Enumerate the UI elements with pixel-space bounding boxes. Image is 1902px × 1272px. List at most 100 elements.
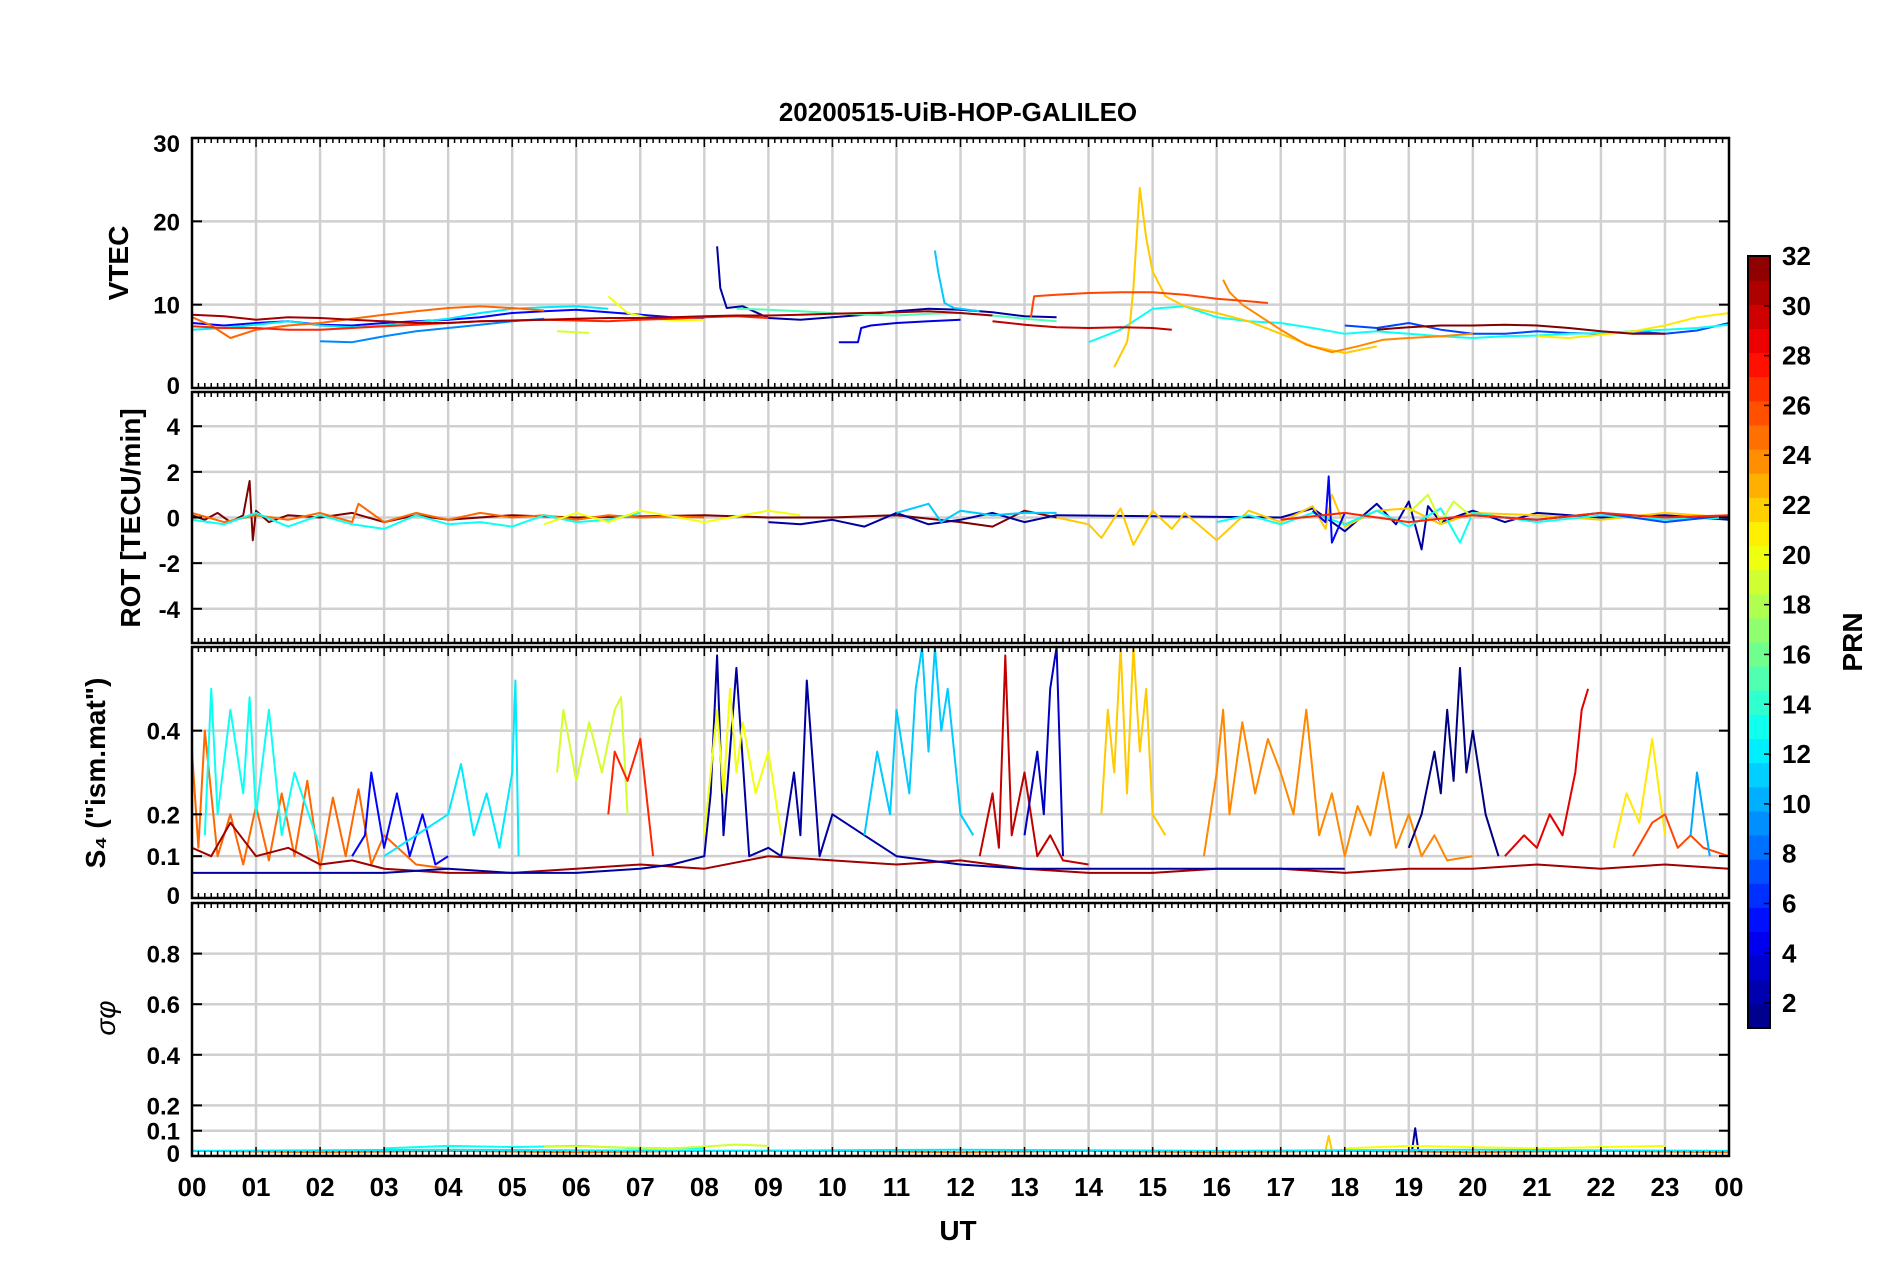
series-line-prn-20 xyxy=(543,509,801,526)
y-tick-label: 0.4 xyxy=(147,719,181,746)
x-axis: 00 01 02 03 04 05 06 07 08 09 10 11 12 13 14 15 16 17 18 19… xyxy=(178,1172,1744,1246)
y-tick-label: 10 xyxy=(153,293,180,320)
series-line-prn-11 xyxy=(863,647,975,836)
series-vtec xyxy=(192,187,1729,368)
colorbar-segment xyxy=(1748,593,1770,619)
colorbar-tick-label: 6 xyxy=(1782,888,1796,918)
y-tick-label: 0 xyxy=(167,883,180,910)
axes-box-s4 xyxy=(190,645,1731,900)
x-tick-label: 09 xyxy=(754,1172,783,1202)
series-line-prn-32 xyxy=(192,480,1057,542)
y-tick-label: -2 xyxy=(159,551,180,578)
colorbar-segment xyxy=(1748,352,1770,378)
panel-rot: -4 -2 0 2 4 ROT [TECU/min] xyxy=(115,390,1731,645)
colorbar-segment xyxy=(1748,280,1770,305)
series-line-prn-19 xyxy=(556,696,629,815)
colorbar-tick-label: 18 xyxy=(1782,590,1811,620)
y-ticks-sigma-phi: 00.10.2 0.4 0.6 0.8 xyxy=(147,942,1729,1168)
x-tick-label: 07 xyxy=(626,1172,655,1202)
x-tick-label: 13 xyxy=(1010,1172,1039,1202)
colorbar-tick-label: 14 xyxy=(1782,689,1811,719)
y-ticks-s4: 0 0.1 0.2 0.4 xyxy=(147,719,1729,910)
colorbar-tick-label: 28 xyxy=(1782,341,1811,371)
colorbar-segment xyxy=(1748,1003,1770,1029)
series-line-prn-5 xyxy=(351,771,449,866)
series-line-prn-13-b xyxy=(1216,507,1729,544)
series-rot xyxy=(192,475,1729,551)
grid-vtec xyxy=(192,138,1729,388)
y-ticks-rot: -4 -2 0 2 4 xyxy=(159,414,1729,624)
colorbar-tick-label: 24 xyxy=(1782,440,1811,470)
series-line-prn-12 xyxy=(192,305,609,331)
y-tick-label: 20 xyxy=(153,209,180,236)
colorbar-tick-label: 16 xyxy=(1782,639,1811,669)
series-s4 xyxy=(192,647,1729,874)
series-line-prn-26 xyxy=(1632,813,1729,858)
y-tick-label: 4 xyxy=(167,414,181,441)
colorbar-segment xyxy=(1748,883,1770,908)
x-tick-label: 22 xyxy=(1586,1172,1615,1202)
colorbar-segment xyxy=(1748,449,1770,474)
colorbar-segment xyxy=(1748,473,1770,498)
series-line-prn-30 xyxy=(978,654,1089,866)
x-tick-label: 16 xyxy=(1202,1172,1231,1202)
y-tick-label: 30 xyxy=(153,131,180,158)
y-tick-label: 0.4 xyxy=(147,1043,181,1070)
series-line-prn-29 xyxy=(1504,688,1590,857)
series-line-prn-24 xyxy=(1222,279,1473,354)
series-line-prn-5 xyxy=(1312,475,1346,544)
y-tick-label: 0.8 xyxy=(147,942,180,969)
colorbar-segment xyxy=(1748,955,1770,981)
x-tick-label: 23 xyxy=(1650,1172,1679,1202)
x-tick-label: 10 xyxy=(818,1172,847,1202)
x-tick-label: 17 xyxy=(1266,1172,1295,1202)
y-tick-label: 0.2 xyxy=(147,1093,180,1120)
series-line-prn-19 xyxy=(556,330,590,334)
y-tick-label: 0.2 xyxy=(147,802,180,829)
x-tick-label: 05 xyxy=(498,1172,527,1202)
colorbar-segment xyxy=(1748,714,1770,740)
x-tick-label: 15 xyxy=(1138,1172,1167,1202)
series-line-prn-20 xyxy=(1344,1144,1666,1150)
y-tick-label: 0.1 xyxy=(147,1119,180,1146)
x-tick-label: 21 xyxy=(1522,1172,1551,1202)
series-line-prn-11 xyxy=(896,502,1057,524)
chart-title: 20200515-UiB-HOP-GALILEO xyxy=(779,97,1137,127)
colorbar-segment xyxy=(1748,762,1770,788)
x-tick-label: 03 xyxy=(370,1172,399,1202)
series-line-prn-13 xyxy=(192,511,641,530)
series-line-prn-21 xyxy=(1536,312,1729,339)
series-line-prn-22 xyxy=(1056,493,1729,546)
series-line-prn-31 xyxy=(192,310,993,324)
series-line-prn-4 xyxy=(838,318,961,344)
series-line-prn-11 xyxy=(933,250,980,313)
colorbar-segment xyxy=(1748,835,1770,860)
colorbar-tick-label: 4 xyxy=(1782,938,1797,968)
series-line-prn-3 xyxy=(1023,647,1064,857)
colorbar-segment xyxy=(1748,979,1770,1005)
colorbar-segment xyxy=(1748,256,1770,281)
colorbar-label: PRN xyxy=(1837,612,1868,671)
y-tick-label: -4 xyxy=(159,597,181,624)
colorbar-segment xyxy=(1748,786,1770,812)
y-tick-label: 2 xyxy=(167,460,180,487)
colorbar-segment xyxy=(1748,400,1770,426)
series-line-prn-19 xyxy=(1408,493,1474,524)
colorbar-segment xyxy=(1748,666,1770,691)
series-line-prn-2 xyxy=(716,246,1057,321)
x-tick-label: 18 xyxy=(1330,1172,1359,1202)
colorbar-segment xyxy=(1748,617,1770,643)
y-tick-label: 0.6 xyxy=(147,992,180,1019)
y-tick-label: 0 xyxy=(167,506,180,533)
series-line-prn-12 xyxy=(383,679,520,858)
series-line-prn-24 xyxy=(1202,708,1473,862)
colorbar-segment xyxy=(1748,569,1770,595)
grid-sigma-phi xyxy=(192,903,1729,1156)
colorbar-segment xyxy=(1748,497,1770,522)
x-tick-label: 01 xyxy=(242,1172,271,1202)
x-tick-label: 02 xyxy=(306,1172,335,1202)
y-tick-label: 0.1 xyxy=(147,844,180,871)
